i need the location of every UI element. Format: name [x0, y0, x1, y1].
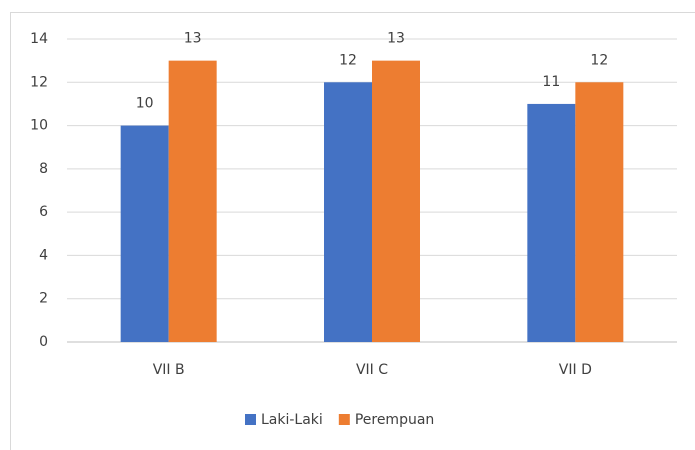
y-tick-label: 8 — [39, 161, 48, 177]
x-tick-label: VII C — [356, 362, 388, 378]
y-tick-label: 6 — [39, 204, 48, 220]
x-tick-label: VII D — [559, 362, 592, 378]
y-tick-label: 12 — [30, 74, 48, 90]
bar — [575, 82, 624, 343]
data-label: 10 — [136, 96, 154, 112]
data-label: 13 — [387, 31, 405, 47]
data-label: 11 — [542, 74, 560, 90]
y-tick-label: 4 — [39, 247, 48, 263]
legend-swatch — [338, 414, 350, 425]
y-tick-label: 2 — [39, 291, 48, 307]
y-tick-label: 0 — [39, 334, 48, 350]
y-tick-label: 10 — [30, 118, 48, 134]
legend-swatch — [245, 414, 256, 425]
legend-label: Laki-Laki — [261, 412, 323, 428]
bar — [372, 60, 420, 343]
data-label: 13 — [184, 31, 202, 47]
bar — [324, 82, 372, 343]
bar — [120, 125, 169, 342]
x-tick-label: VII B — [153, 362, 185, 378]
data-label: 12 — [339, 52, 357, 68]
legend-label: Perempuan — [355, 412, 434, 428]
bar — [168, 60, 217, 343]
bar — [527, 103, 576, 342]
y-tick-label: 14 — [30, 31, 48, 47]
data-label: 12 — [590, 52, 608, 68]
